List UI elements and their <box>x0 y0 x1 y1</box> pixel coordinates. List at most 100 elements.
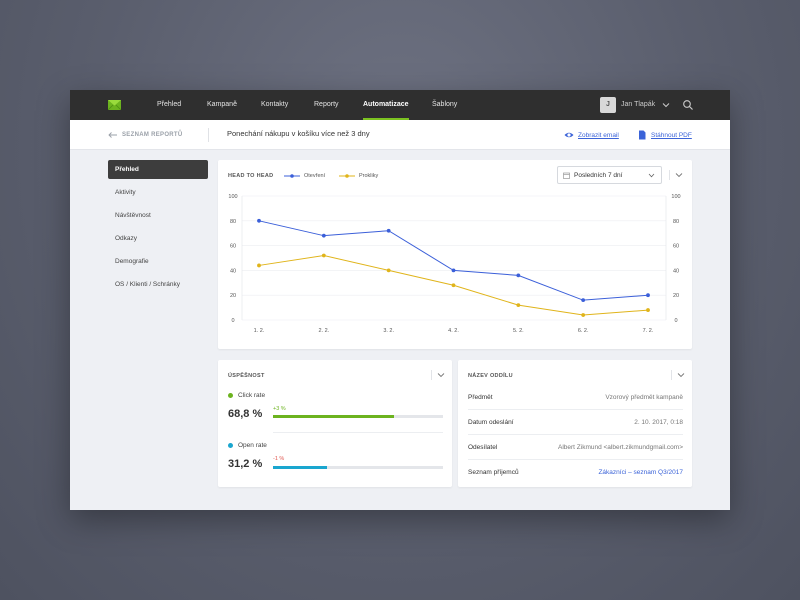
sidebar-item-odkazy[interactable]: Odkazy <box>115 235 138 242</box>
nav-item-automatizace[interactable]: Automatizace <box>363 90 409 120</box>
user-avatar[interactable]: J <box>600 97 616 113</box>
collapse-chevron-icon[interactable] <box>676 370 686 380</box>
legend-item-oteveni[interactable]: Otevření <box>284 173 325 179</box>
date-range-value: Posledních 7 dní <box>574 171 623 179</box>
click-rate-bar-fill <box>273 415 394 418</box>
data-point <box>321 253 326 258</box>
chevron-down-icon[interactable] <box>662 101 670 109</box>
info-key: Seznam příjemců <box>468 469 519 476</box>
chevron-down-icon <box>648 173 655 178</box>
chart-card-title: HEAD TO HEAD <box>228 173 274 179</box>
card-action-divider <box>431 370 432 380</box>
line-chart: 0 0 20 20 40 40 60 60 80 80 100 100 1. 2. 2. 2. 3. 2. 4… <box>228 194 680 334</box>
info-value: Albert Zikmund <albert.zikmundgmail.com> <box>558 443 683 451</box>
sidebar-item-prehled[interactable]: Přehled <box>108 160 208 179</box>
data-point <box>321 233 326 238</box>
open-rate-bar-fill <box>273 466 328 469</box>
data-point <box>386 228 391 233</box>
back-label: SEZNAM REPORTŮ <box>122 132 183 138</box>
sidebar-item-navstevnost[interactable]: Návštěvnost <box>115 212 151 219</box>
show-email-link[interactable]: Zobrazit email <box>564 120 619 150</box>
envelope-logo-icon[interactable] <box>108 100 121 110</box>
info-row-subject: Předmět Vzorový předmět kampaně <box>468 385 683 410</box>
data-point <box>451 283 456 288</box>
data-point <box>516 273 521 278</box>
open-rate-text: Open rate <box>238 442 267 449</box>
download-pdf-link[interactable]: Stáhnout PDF <box>637 120 692 150</box>
sidebar-item-os-klienti[interactable]: OS / Klienti / Schránky <box>115 281 181 288</box>
open-rate-value: 31,2 % <box>228 458 263 470</box>
y-tick-label-right: 20 <box>673 293 679 299</box>
data-point <box>257 263 261 268</box>
eye-icon <box>564 132 574 138</box>
y-tick-label-right: 40 <box>673 268 679 274</box>
info-value: Vzorový předmět kampaně <box>605 393 683 401</box>
calendar-icon <box>563 172 570 179</box>
click-rate-value: 68,8 % <box>228 408 263 420</box>
date-range-select[interactable]: Posledních 7 dní <box>557 166 662 184</box>
nav-item-reporty[interactable]: Reporty <box>314 101 339 108</box>
legend-line-icon <box>284 174 300 178</box>
series-line-1 <box>258 220 649 301</box>
y-tick-label-left: 40 <box>230 268 236 274</box>
info-key: Odesílatel <box>468 443 498 451</box>
nav-item-prehled[interactable]: Přehled <box>157 101 182 108</box>
y-tick-label-left: 60 <box>230 244 236 250</box>
y-tick-label-left: 20 <box>230 293 236 299</box>
download-pdf-label: Stáhnout PDF <box>651 131 692 139</box>
click-rate-label: Click rate <box>228 392 265 399</box>
y-tick-label-left: 0 <box>231 318 234 324</box>
y-tick-label-right: 60 <box>673 244 679 250</box>
collapse-chevron-icon[interactable] <box>436 370 446 380</box>
data-point <box>257 218 261 223</box>
legend-label-prokliky: Prokliky <box>359 173 379 179</box>
info-row-recipients: Seznam příjemců Zákazníci – seznam Q3/20… <box>468 460 683 485</box>
report-sidebar: Přehled Aktivity Návštěvnost Odkazy Demo… <box>108 160 208 298</box>
nav-item-kontakty[interactable]: Kontakty <box>261 101 289 108</box>
nav-item-kampane[interactable]: Kampaně <box>207 101 237 108</box>
card-action-divider <box>671 370 672 380</box>
data-point <box>386 268 391 273</box>
search-icon[interactable] <box>682 99 694 111</box>
document-icon <box>639 130 646 140</box>
data-point <box>646 308 650 312</box>
data-point <box>581 298 586 303</box>
head-to-head-card: 0 0 20 20 40 40 60 60 80 80 100 100 1. 2. 2. 2. 3. 2. 4… <box>218 160 692 349</box>
legend-item-prokliky[interactable]: Prokliky <box>339 173 378 179</box>
info-row-send-date: Datum odeslání 2. 10. 2017, 0:18 <box>468 410 683 435</box>
user-name[interactable]: Jan Tlapák <box>621 101 656 108</box>
nav-item-sablony[interactable]: Šablony <box>432 101 458 108</box>
open-rate-bar <box>273 466 443 469</box>
x-tick-label: 6. 2. <box>578 328 589 334</box>
sidebar-item-aktivity[interactable]: Aktivity <box>115 189 136 196</box>
x-tick-label: 4. 2. <box>448 328 459 334</box>
data-point <box>451 268 456 273</box>
section-info-card: NÁZEV ODDÍLU Předmět Vzorový předmět kam… <box>458 360 692 487</box>
info-key: Předmět <box>468 393 493 401</box>
click-rate-delta: +3 % <box>273 406 286 412</box>
arrow-left-icon <box>108 132 117 138</box>
recipient-list-link[interactable]: Zákazníci – seznam Q3/2017 <box>598 469 683 476</box>
x-tick-label: 5. 2. <box>513 328 524 334</box>
info-row-sender: Odesílatel Albert Zikmund <albert.zikmun… <box>468 435 683 460</box>
y-tick-label-right: 80 <box>673 219 679 225</box>
click-rate-dot <box>228 393 233 398</box>
open-rate-label: Open rate <box>228 442 267 449</box>
show-email-label: Zobrazit email <box>578 131 619 139</box>
y-tick-label-right: 100 <box>671 194 680 200</box>
y-tick-label-left: 80 <box>230 219 236 225</box>
y-tick-label-left: 100 <box>228 194 237 200</box>
legend-label-oteveni: Otevření <box>304 173 326 179</box>
data-point <box>516 303 521 308</box>
y-tick-label-right: 0 <box>674 318 677 324</box>
header-divider <box>208 128 209 142</box>
info-card-title: NÁZEV ODDÍLU <box>468 373 513 379</box>
sidebar-item-demografie[interactable]: Demografie <box>115 258 149 265</box>
collapse-chevron-icon[interactable] <box>674 170 684 180</box>
data-point <box>646 293 650 298</box>
performance-card: ÚSPĚŠNOST Click rate 68,8 % +3 % Open ra… <box>218 360 452 487</box>
back-to-reports-link[interactable]: SEZNAM REPORTŮ <box>108 120 183 150</box>
open-rate-delta: -1 % <box>273 456 285 462</box>
open-rate-dot <box>228 443 233 448</box>
x-tick-label: 7. 2. <box>643 328 654 334</box>
